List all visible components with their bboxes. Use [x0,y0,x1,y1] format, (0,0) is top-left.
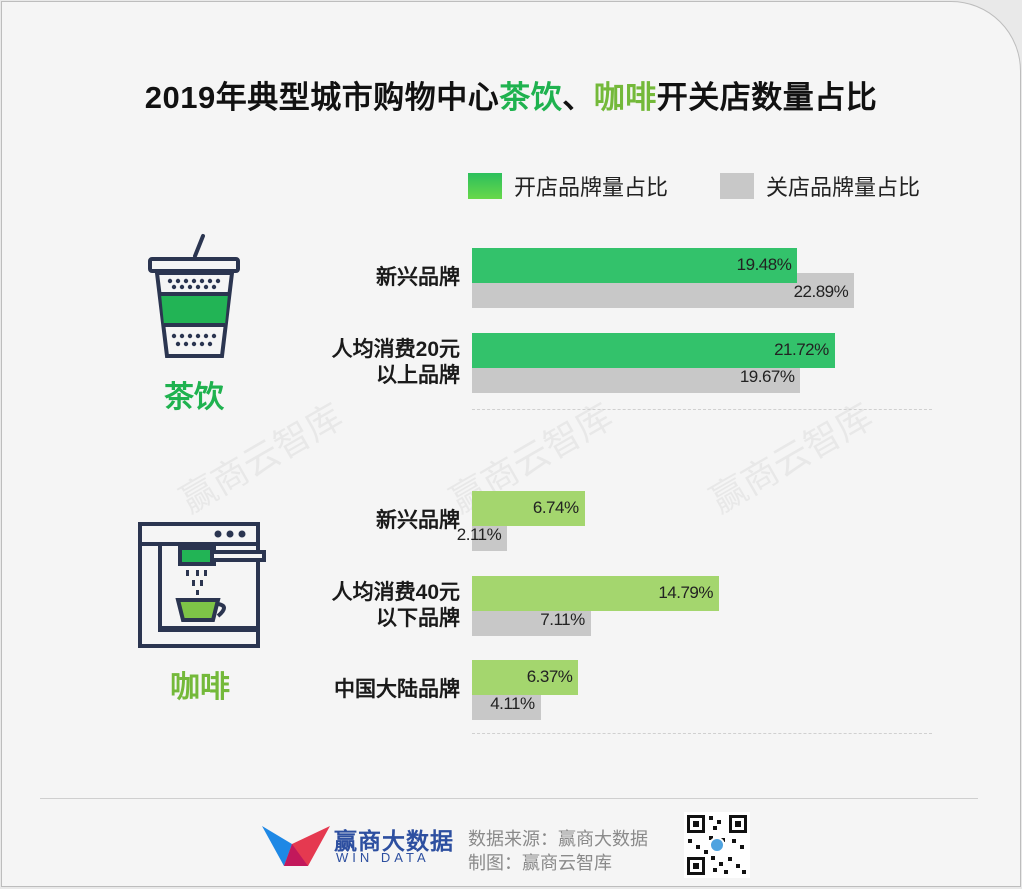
windata-logo-icon [262,826,330,866]
bar-open [472,660,579,695]
row-label: 中国大陆品牌 [334,678,460,701]
row-label: 新兴品牌 [376,509,460,532]
brand-name-cn: 赢商大数据 [334,828,454,854]
bubble-tea-cup-icon [148,234,240,358]
value-label-close: 7.11% [540,610,585,629]
qr-code-icon [684,812,750,878]
legend-swatch-open [468,173,502,199]
value-label-close: 2.11% [456,525,502,544]
bar-open [472,333,835,368]
chart-maker: 制图：赢商云智库 [468,853,612,873]
value-label-open: 6.37% [526,667,573,686]
legend-close: 关店品牌量占比 [720,170,920,202]
value-label-close: 22.89% [793,282,849,301]
legend-label-open: 开店品牌量占比 [514,175,669,200]
group-separator [472,409,932,410]
coffee-machine-icon [138,522,266,648]
brand-name-en: WIN DATA [336,850,430,865]
legend-open: 开店品牌量占比 [468,170,668,202]
value-label-open: 19.48% [736,255,792,274]
bar-open [472,248,798,283]
row-label: 人均消费40元 以下品牌 [331,581,460,630]
value-label-open: 21.72% [774,340,829,359]
bar-open [472,576,719,611]
bar-open [472,491,585,526]
value-label-open: 6.74% [532,498,579,517]
footer-divider [40,798,978,799]
row-label: 新兴品牌 [376,266,460,289]
category-tea: 茶饮 [164,381,224,414]
row-label: 人均消费20元 以上品牌 [331,338,460,387]
group-separator [472,733,932,734]
category-coffee: 咖啡 [170,671,230,704]
chart-title: 2019年典型城市购物中心茶饮、咖啡开关店数量占比 [144,80,878,115]
value-label-close: 19.67% [739,367,795,386]
value-label-close: 4.11% [490,694,535,713]
data-source: 数据来源：赢商大数据 [468,829,648,849]
value-label-open: 14.79% [658,583,713,602]
legend-label-close: 关店品牌量占比 [766,175,921,200]
legend-swatch-close [720,173,754,199]
